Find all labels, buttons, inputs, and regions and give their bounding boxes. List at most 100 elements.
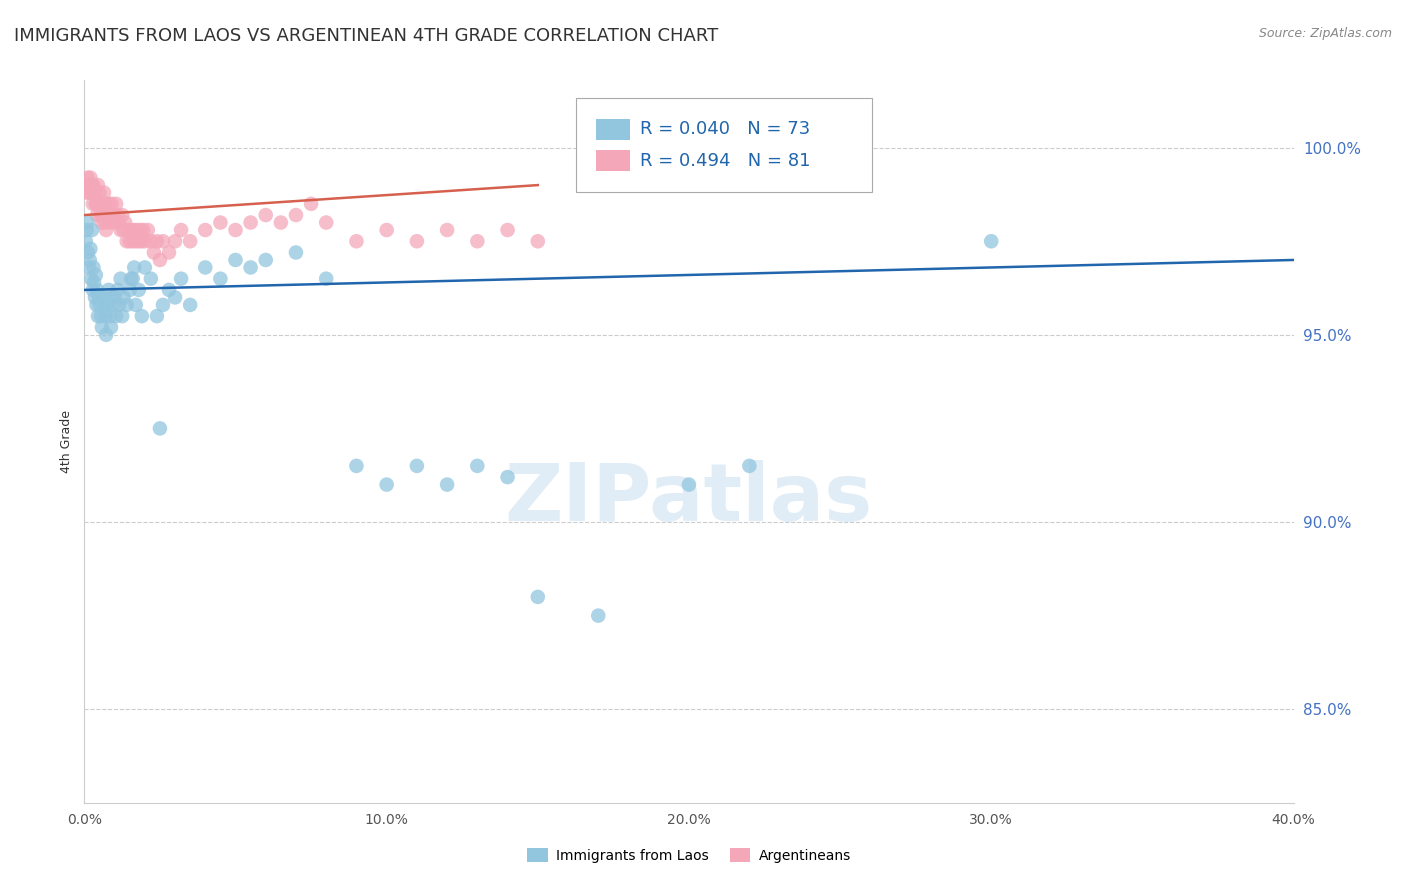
Point xyxy=(121,234,143,248)
Point xyxy=(89,186,111,200)
Point xyxy=(496,223,519,237)
Point xyxy=(108,215,131,229)
Point xyxy=(315,215,337,229)
Point xyxy=(128,283,150,297)
Point xyxy=(93,186,115,200)
Point xyxy=(96,298,118,312)
Point xyxy=(84,290,107,304)
Point xyxy=(91,290,114,304)
Point xyxy=(118,234,141,248)
Point xyxy=(87,178,110,193)
Point xyxy=(75,234,97,248)
Point xyxy=(98,309,121,323)
Point xyxy=(436,477,458,491)
Point xyxy=(209,271,232,285)
Point xyxy=(467,458,489,473)
Point xyxy=(87,196,110,211)
Point xyxy=(125,234,148,248)
Point xyxy=(125,298,148,312)
Point xyxy=(170,223,193,237)
Point xyxy=(87,309,110,323)
Point xyxy=(315,271,337,285)
Point xyxy=(75,186,97,200)
Point xyxy=(285,208,308,222)
Point xyxy=(678,477,700,491)
Point xyxy=(270,215,292,229)
Point xyxy=(93,298,115,312)
Point xyxy=(107,208,129,222)
Point xyxy=(134,234,156,248)
Point xyxy=(86,283,108,297)
Point xyxy=(239,260,262,275)
Point xyxy=(346,234,368,248)
Point xyxy=(90,196,112,211)
Legend: Immigrants from Laos, Argentineans: Immigrants from Laos, Argentineans xyxy=(522,842,856,868)
Point xyxy=(142,245,165,260)
Point xyxy=(84,196,107,211)
Point xyxy=(96,208,118,222)
Point xyxy=(254,252,277,267)
Point xyxy=(80,178,103,193)
Point xyxy=(115,234,138,248)
Point xyxy=(84,268,107,282)
Point xyxy=(80,186,103,200)
Point xyxy=(128,234,150,248)
Point xyxy=(179,234,201,248)
Point xyxy=(77,260,100,275)
Point xyxy=(467,234,489,248)
Point xyxy=(194,223,217,237)
Point xyxy=(117,223,139,237)
Point xyxy=(112,223,135,237)
Point xyxy=(79,170,101,185)
Point xyxy=(84,186,107,200)
Point xyxy=(79,178,101,193)
Point xyxy=(136,223,159,237)
Point xyxy=(157,283,180,297)
Point xyxy=(346,458,368,473)
Point xyxy=(101,298,124,312)
Text: Source: ZipAtlas.com: Source: ZipAtlas.com xyxy=(1258,27,1392,40)
Point xyxy=(80,223,103,237)
Point xyxy=(152,298,174,312)
Point xyxy=(111,309,134,323)
Point xyxy=(114,215,136,229)
Point xyxy=(115,298,138,312)
Point xyxy=(254,208,277,222)
Text: R = 0.494   N = 81: R = 0.494 N = 81 xyxy=(640,152,810,169)
Point xyxy=(94,223,117,237)
Point xyxy=(82,178,104,193)
Point xyxy=(105,196,128,211)
Text: ZIPatlas: ZIPatlas xyxy=(505,460,873,539)
Point xyxy=(80,271,103,285)
Point xyxy=(110,223,132,237)
Point xyxy=(94,196,117,211)
Point xyxy=(146,234,169,248)
Point xyxy=(100,320,122,334)
Point xyxy=(76,178,98,193)
Point xyxy=(139,271,162,285)
Point xyxy=(149,421,172,435)
Point xyxy=(90,320,112,334)
Point xyxy=(77,186,100,200)
Point xyxy=(94,215,117,229)
Point xyxy=(527,590,550,604)
Point xyxy=(225,252,247,267)
Point xyxy=(94,309,117,323)
Point xyxy=(91,208,114,222)
Point xyxy=(179,298,201,312)
Point xyxy=(90,309,112,323)
Point xyxy=(86,208,108,222)
Point xyxy=(129,223,152,237)
Point xyxy=(87,290,110,304)
Point xyxy=(194,260,217,275)
Y-axis label: 4th Grade: 4th Grade xyxy=(60,410,73,473)
Point xyxy=(108,298,131,312)
Point xyxy=(104,215,127,229)
Point xyxy=(131,309,153,323)
Point xyxy=(101,208,124,222)
Point xyxy=(98,215,121,229)
Point xyxy=(131,234,153,248)
Point xyxy=(406,458,429,473)
Point xyxy=(146,309,169,323)
Point xyxy=(89,208,111,222)
